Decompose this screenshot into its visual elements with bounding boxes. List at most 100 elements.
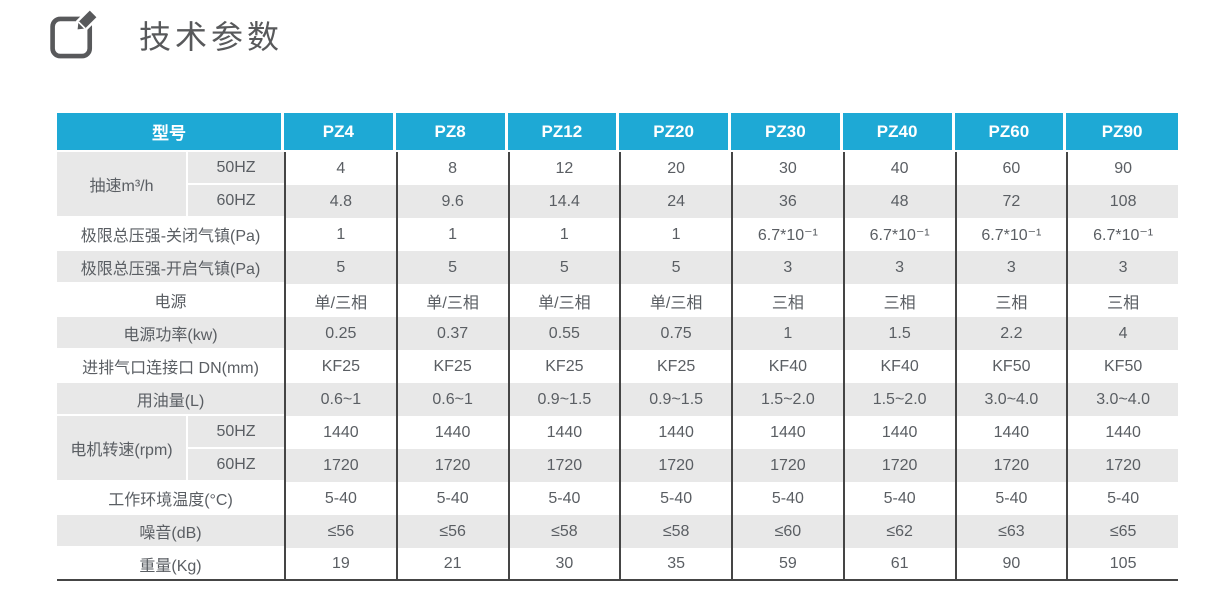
value-cell: ≤63: [954, 515, 1067, 548]
value-cell: 4: [1066, 317, 1178, 350]
value-cell: 3: [1066, 251, 1178, 284]
row-label: 抽速m³/h: [57, 152, 186, 218]
value-cell: 1440: [395, 416, 508, 449]
value-cell: 三相: [1066, 284, 1178, 317]
value-cell: 6.7*10⁻¹: [731, 218, 843, 251]
table-row: 进排气口连接口 DN(mm) KF25 KF25 KF25 KF25 KF40 KF40 KF…: [57, 350, 1178, 383]
table-row: 极限总压强-关闭气镇(Pa) 1 1 1 1 6.7*10⁻¹ 6.7*10⁻¹ 6.7*10…: [57, 218, 1178, 251]
table-row: 60HZ 4.8 9.6 14.4 24 36 48 72 108: [57, 185, 1178, 218]
model-column-header: PZ60: [954, 113, 1067, 152]
value-cell: 1440: [619, 416, 731, 449]
value-cell: 5-40: [1066, 482, 1178, 515]
value-cell: KF25: [395, 350, 508, 383]
value-cell: 1720: [507, 449, 620, 482]
freq-sub-label: 50HZ: [186, 416, 284, 449]
value-cell: 0.6~1: [395, 383, 508, 416]
model-column-header: PZ12: [507, 113, 620, 152]
value-cell: 0.6~1: [284, 383, 396, 416]
value-cell: 三相: [954, 284, 1067, 317]
value-cell: KF25: [284, 350, 396, 383]
row-label: 重量(Kg): [57, 548, 284, 581]
value-cell: ≤56: [395, 515, 508, 548]
value-cell: 5-40: [507, 482, 620, 515]
value-cell: ≤65: [1066, 515, 1178, 548]
value-cell: 1720: [395, 449, 508, 482]
value-cell: 24: [619, 185, 731, 218]
value-cell: 21: [395, 548, 508, 581]
value-cell: 14.4: [507, 185, 620, 218]
freq-sub-label: 60HZ: [186, 185, 284, 218]
value-cell: 5-40: [842, 482, 955, 515]
value-cell: 1720: [284, 449, 396, 482]
model-header-cell: 型号: [57, 113, 284, 152]
value-cell: 36: [731, 185, 843, 218]
value-cell: 6.7*10⁻¹: [1066, 218, 1178, 251]
value-cell: 1440: [954, 416, 1067, 449]
value-cell: 3: [954, 251, 1067, 284]
value-cell: 0.9~1.5: [507, 383, 620, 416]
value-cell: 19: [284, 548, 396, 581]
value-cell: 8: [395, 152, 508, 185]
value-cell: 30: [731, 152, 843, 185]
value-cell: 48: [842, 185, 955, 218]
value-cell: 三相: [731, 284, 843, 317]
value-cell: 1720: [1066, 449, 1178, 482]
table-row: 用油量(L) 0.6~1 0.6~1 0.9~1.5 0.9~1.5 1.5~2.0 1.5…: [57, 383, 1178, 416]
value-cell: 12: [507, 152, 620, 185]
value-cell: 90: [954, 548, 1067, 581]
model-column-header: PZ8: [395, 113, 508, 152]
value-cell: 单/三相: [507, 284, 620, 317]
row-label: 电机转速(rpm): [57, 416, 186, 482]
tech-spec-table: 型号 PZ4 PZ8 PZ12 PZ20 PZ30 PZ40 PZ60 PZ90…: [57, 113, 1178, 581]
value-cell: 5: [284, 251, 396, 284]
value-cell: 1720: [842, 449, 955, 482]
value-cell: 6.7*10⁻¹: [842, 218, 955, 251]
table-row: 重量(Kg) 19 21 30 35 59 61 90 105: [57, 548, 1178, 581]
value-cell: 72: [954, 185, 1067, 218]
value-cell: ≤58: [619, 515, 731, 548]
value-cell: KF40: [731, 350, 843, 383]
value-cell: 105: [1066, 548, 1178, 581]
model-column-header: PZ30: [731, 113, 843, 152]
table-row: 抽速m³/h 50HZ 4 8 12 20 30 40 60 90: [57, 152, 1178, 218]
value-cell: 1: [395, 218, 508, 251]
table-row: 极限总压强-开启气镇(Pa) 5 5 5 5 3 3 3 3: [57, 251, 1178, 284]
model-column-header: PZ20: [619, 113, 731, 152]
value-cell: 1.5~2.0: [731, 383, 843, 416]
value-cell: 0.37: [395, 317, 508, 350]
value-cell: 59: [731, 548, 843, 581]
value-cell: 3: [731, 251, 843, 284]
table-header-row: 型号 PZ4 PZ8 PZ12 PZ20 PZ30 PZ40 PZ60 PZ90: [57, 113, 1178, 152]
value-cell: 3.0~4.0: [1066, 383, 1178, 416]
section-title: 技术参数: [139, 19, 284, 55]
value-cell: 2.2: [954, 317, 1067, 350]
value-cell: 108: [1066, 185, 1178, 218]
table-row: 工作环境温度(°C) 5-40 5-40 5-40 5-40 5-40 5-40 5-40 5-…: [57, 482, 1178, 515]
value-cell: 1720: [619, 449, 731, 482]
value-cell: 0.55: [507, 317, 620, 350]
value-cell: 5: [619, 251, 731, 284]
row-label: 电源: [57, 284, 284, 317]
value-cell: 1.5~2.0: [842, 383, 955, 416]
value-cell: 1720: [731, 449, 843, 482]
value-cell: ≤56: [284, 515, 396, 548]
value-cell: 3.0~4.0: [954, 383, 1067, 416]
value-cell: 单/三相: [395, 284, 508, 317]
value-cell: 61: [842, 548, 955, 581]
value-cell: 60: [954, 152, 1067, 185]
value-cell: 1440: [284, 416, 396, 449]
value-cell: KF25: [619, 350, 731, 383]
value-cell: 单/三相: [619, 284, 731, 317]
value-cell: 单/三相: [284, 284, 396, 317]
row-label: 进排气口连接口 DN(mm): [57, 350, 284, 383]
value-cell: 0.75: [619, 317, 731, 350]
value-cell: 5-40: [395, 482, 508, 515]
row-label: 噪音(dB): [57, 515, 284, 548]
value-cell: 1440: [507, 416, 620, 449]
row-label: 用油量(L): [57, 383, 284, 416]
value-cell: 3: [842, 251, 955, 284]
table-row: 电源功率(kw) 0.25 0.37 0.55 0.75 1 1.5 2.2 4: [57, 317, 1178, 350]
value-cell: 三相: [842, 284, 955, 317]
value-cell: 1: [507, 218, 620, 251]
